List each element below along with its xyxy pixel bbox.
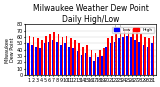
Bar <box>93 61 95 75</box>
Bar <box>29 36 30 75</box>
Bar <box>48 42 49 75</box>
Bar <box>114 42 115 75</box>
Bar <box>97 57 99 75</box>
Bar <box>144 37 146 75</box>
Bar <box>64 43 66 75</box>
Bar <box>132 29 134 75</box>
Bar <box>122 37 124 75</box>
Bar <box>140 34 142 75</box>
Bar <box>53 32 55 75</box>
Bar <box>152 36 154 75</box>
Bar <box>27 43 29 75</box>
Bar <box>118 38 120 75</box>
Bar <box>58 34 59 75</box>
Bar <box>41 40 43 75</box>
Y-axis label: Milwaukee
Dew Point: Milwaukee Dew Point <box>4 37 15 63</box>
Bar <box>101 56 103 75</box>
Bar <box>136 32 138 75</box>
Bar <box>60 45 62 75</box>
Title: Milwaukee Weather Dew Point
Daily High/Low: Milwaukee Weather Dew Point Daily High/L… <box>33 4 148 24</box>
Bar <box>49 34 51 75</box>
Bar <box>103 48 105 75</box>
Bar <box>82 47 84 75</box>
Bar <box>87 45 88 75</box>
Bar <box>115 34 117 75</box>
Bar <box>70 38 72 75</box>
Bar <box>52 40 53 75</box>
Bar <box>139 42 140 75</box>
Bar <box>31 45 33 75</box>
Legend: Low, High: Low, High <box>112 27 154 33</box>
Bar <box>35 47 37 75</box>
Bar <box>91 50 92 75</box>
Bar <box>78 43 80 75</box>
Bar <box>126 36 128 75</box>
Bar <box>130 37 132 75</box>
Bar <box>124 29 125 75</box>
Bar <box>39 48 41 75</box>
Bar <box>85 53 87 75</box>
Bar <box>45 36 47 75</box>
Bar <box>147 47 148 75</box>
Bar <box>143 45 144 75</box>
Bar <box>110 43 111 75</box>
Bar <box>134 40 136 75</box>
Bar <box>77 51 78 75</box>
Bar <box>151 43 152 75</box>
Bar <box>99 50 100 75</box>
Bar <box>89 57 91 75</box>
Bar <box>62 37 63 75</box>
Bar <box>105 47 107 75</box>
Bar <box>33 37 34 75</box>
Bar <box>37 38 39 75</box>
Bar <box>107 38 109 75</box>
Bar <box>68 47 70 75</box>
Bar <box>120 31 121 75</box>
Bar <box>66 36 68 75</box>
Bar <box>148 38 150 75</box>
Bar <box>128 27 129 75</box>
Bar <box>74 40 76 75</box>
Bar <box>44 43 45 75</box>
Bar <box>72 48 74 75</box>
Bar <box>95 53 96 75</box>
Bar <box>56 42 58 75</box>
Bar <box>81 55 82 75</box>
Bar <box>111 36 113 75</box>
